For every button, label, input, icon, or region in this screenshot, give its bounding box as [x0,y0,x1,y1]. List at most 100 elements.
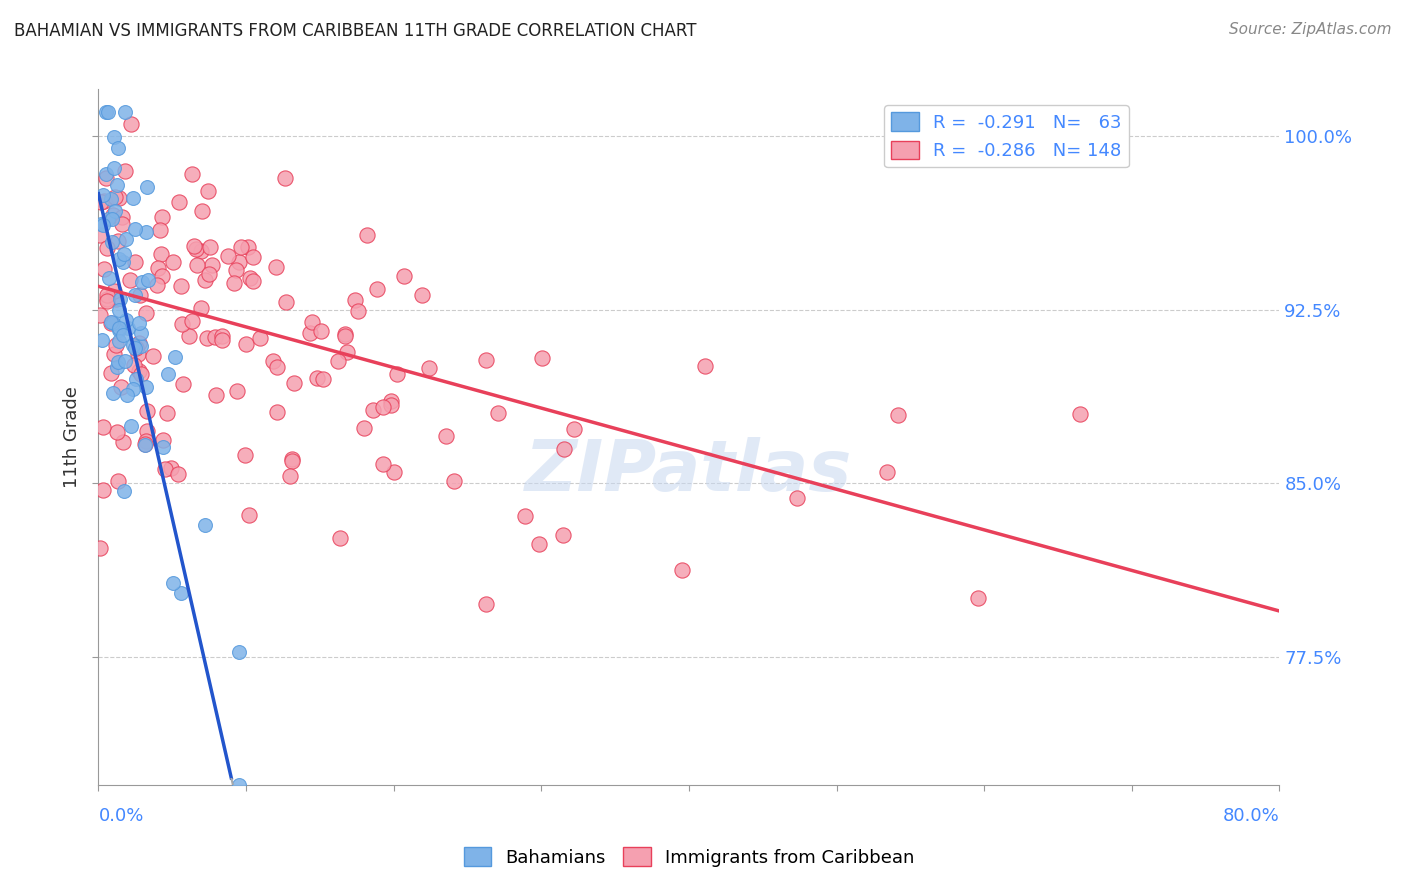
Point [117,388,139,402]
Point [124,288,146,302]
Point [108,292,131,306]
Point [108,191,131,205]
Point [100,315,122,329]
Text: 0.0%: 0.0% [98,807,143,825]
Point [129,326,152,341]
Point [103,284,125,298]
Point [278,469,301,483]
Point [183,239,205,253]
Point [298,326,321,340]
Point [181,314,204,328]
Point [101,208,124,222]
Point [89,541,111,556]
Point [387,367,409,381]
Point [105,425,128,440]
Point [122,191,145,205]
Point [200,240,222,254]
Point [353,421,375,435]
Point [201,258,224,272]
Point [107,354,129,368]
Point [134,437,156,451]
Point [125,342,148,356]
Point [222,276,245,290]
Point [228,644,250,658]
Point [111,327,134,342]
Point [91,420,114,434]
Point [96,171,118,186]
Point [887,408,910,422]
Point [239,271,262,285]
Point [486,406,509,420]
Point [89,227,111,242]
Point [104,292,127,306]
Point [114,163,136,178]
Point [98,271,121,285]
Point [91,188,114,202]
Point [204,329,226,343]
Point [129,367,152,381]
Point [242,274,264,288]
Point [309,324,332,338]
Point [105,360,128,375]
Point [266,405,288,419]
Point [114,353,136,368]
Point [226,384,249,398]
Point [110,380,132,394]
Point [108,334,131,349]
Point [475,597,498,611]
Point [211,333,233,347]
Point [96,241,118,255]
Point [128,316,150,330]
Point [93,262,115,277]
Point [96,288,118,302]
Point [329,532,352,546]
Text: 80.0%: 80.0% [1223,807,1279,825]
Point [242,250,264,264]
Point [193,273,215,287]
Point [149,222,172,236]
Point [266,360,288,375]
Point [157,367,180,381]
Y-axis label: 11th Grade: 11th Grade [63,386,82,488]
Point [281,452,304,467]
Point [238,508,260,523]
Point [136,273,159,287]
Point [135,306,157,320]
Point [392,268,415,283]
Point [120,419,142,434]
Point [333,326,356,341]
Point [96,293,118,308]
Point [335,345,357,359]
Point [274,295,297,310]
Point [107,141,129,155]
Text: BAHAMIAN VS IMMIGRANTS FROM CARIBBEAN 11TH GRADE CORRELATION CHART: BAHAMIAN VS IMMIGRANTS FROM CARIBBEAN 11… [14,22,696,40]
Point [103,347,125,361]
Point [225,263,247,277]
Point [1069,407,1091,421]
Point [101,212,124,227]
Point [142,349,165,363]
Point [101,385,124,400]
Point [211,329,233,343]
Point [150,269,173,284]
Point [181,167,204,181]
Point [170,317,193,331]
Point [513,508,536,523]
Point [371,400,394,414]
Point [115,232,138,246]
Point [335,329,357,343]
Point [93,194,115,208]
Point [553,442,575,457]
Point [135,424,157,438]
Point [124,341,146,355]
Point [328,354,350,368]
Point [100,367,122,381]
Point [149,246,172,260]
Point [122,338,145,352]
Point [311,372,333,386]
Point [112,484,135,499]
Point [236,239,259,253]
Point [281,454,304,468]
Point [91,333,114,347]
Point [152,440,174,454]
